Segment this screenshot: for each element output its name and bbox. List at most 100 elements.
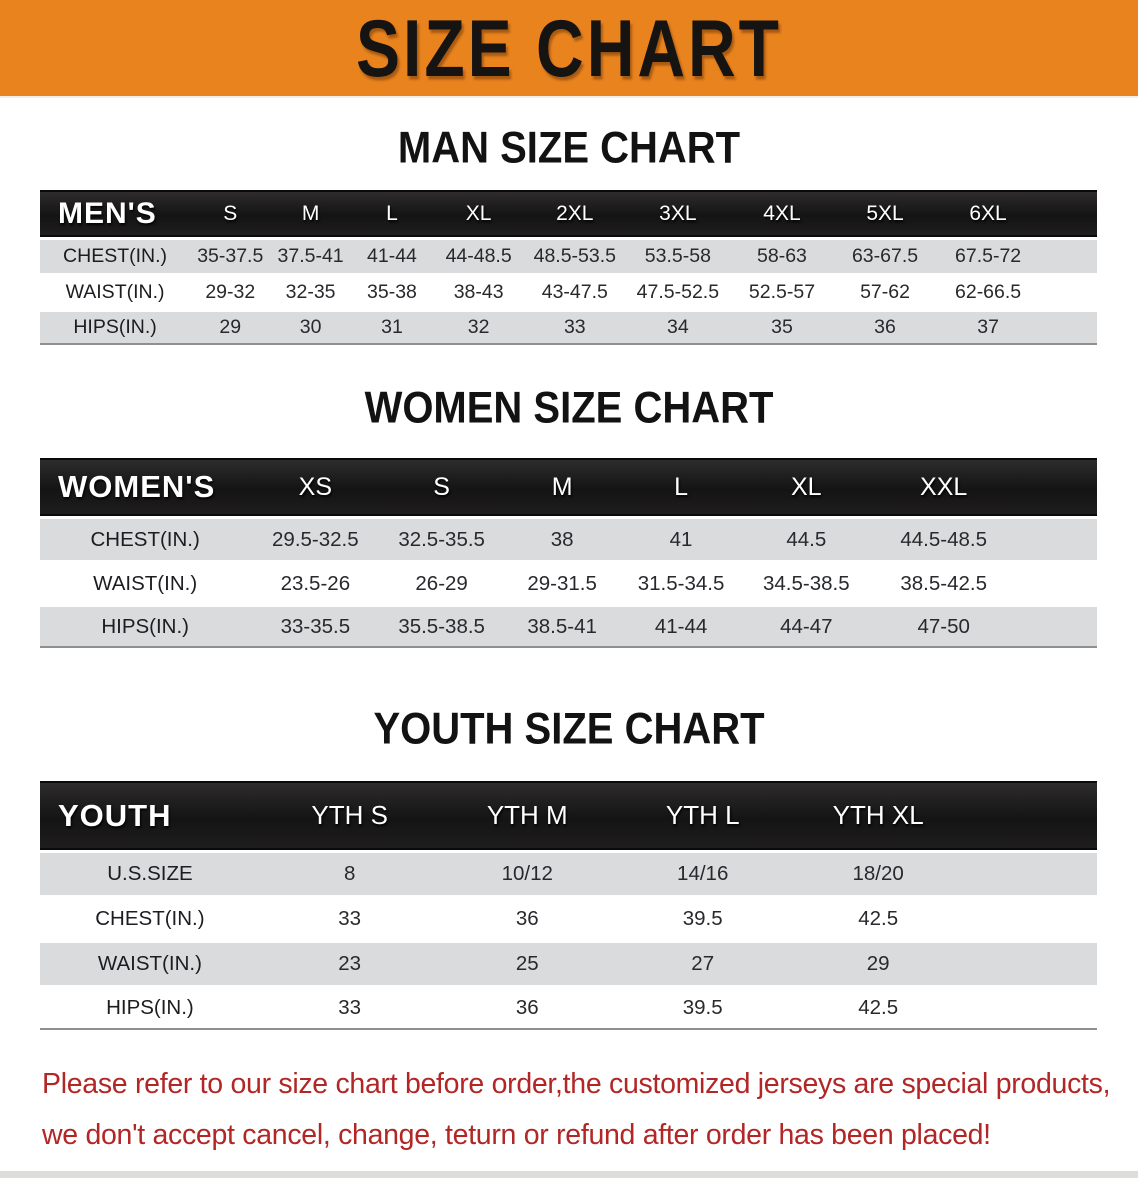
youth-measurement-row: U.S.SIZE 8 10/12 14/16 18/20: [40, 853, 1097, 895]
womens-row-label: CHEST(IN.): [40, 519, 251, 560]
size-value-cell: 35.5-38.5: [380, 607, 503, 648]
size-value-cell: 36: [439, 898, 615, 940]
youth-row-label: WAIST(IN.): [40, 943, 260, 985]
size-value-cell: 36: [833, 312, 937, 345]
youth-size-chart-section: YOUTH SIZE CHART YOUTH YTH S YTH M YTH L YTH …: [0, 704, 1138, 1033]
womens-measurement-row: HIPS(IN.) 33-35.5 35.5-38.5 38.5-41 41-44 44-…: [40, 607, 1097, 648]
womens-section-heading-text: WOMEN SIZE CHART: [364, 383, 774, 433]
womens-size-column-header: L: [621, 458, 741, 516]
size-value-cell: 44.5-48.5: [871, 519, 1016, 560]
size-value-cell: 32: [433, 312, 525, 345]
size-value-cell: 44-48.5: [433, 240, 525, 273]
size-value-cell: 44.5: [740, 519, 872, 560]
size-value-cell: 37: [936, 312, 1040, 345]
spacer-cell: [965, 943, 1097, 985]
womens-table-title: WOMEN'S: [40, 458, 251, 516]
mens-size-column-header: L: [350, 190, 434, 237]
size-value-cell: 47-50: [871, 607, 1016, 648]
mens-measurement-row: CHEST(IN.) 35-37.5 37.5-41 41-44 44-48.5 48.5…: [40, 240, 1097, 273]
size-value-cell: 18/20: [790, 853, 966, 895]
mens-size-chart-section: MAN SIZE CHART MEN'S S M L XL 2XL 3XL 4XL 5XL 6XL C…: [0, 123, 1138, 348]
size-value-cell: 27: [614, 943, 791, 985]
youth-size-column-header: YTH L: [614, 781, 791, 850]
spacer-cell: [1039, 190, 1097, 237]
womens-size-column-header: XL: [740, 458, 872, 516]
size-value-cell: 52.5-57: [730, 276, 834, 309]
womens-size-column-header: XXL: [871, 458, 1016, 516]
size-value-cell: 29-32: [190, 276, 271, 309]
size-value-cell: 67.5-72: [936, 240, 1040, 273]
youth-row-label: U.S.SIZE: [40, 853, 260, 895]
size-value-cell: 38-43: [433, 276, 525, 309]
size-value-cell: 33: [259, 988, 440, 1030]
mens-section-heading-text: MAN SIZE CHART: [397, 123, 741, 173]
size-value-cell: 57-62: [833, 276, 937, 309]
size-value-cell: 37.5-41: [270, 240, 351, 273]
size-value-cell: 25: [439, 943, 615, 985]
size-value-cell: 30: [270, 312, 351, 345]
banner-title: SIZE CHART: [356, 2, 782, 94]
size-value-cell: 34: [625, 312, 731, 345]
womens-header-row: WOMEN'S XS S M L XL XXL: [40, 458, 1097, 516]
size-value-cell: 35: [730, 312, 834, 345]
spacer-cell: [1015, 519, 1097, 560]
womens-row-label: WAIST(IN.): [40, 563, 251, 604]
mens-header-row: MEN'S S M L XL 2XL 3XL 4XL 5XL 6XL: [40, 190, 1097, 237]
youth-measurement-row: CHEST(IN.) 33 36 39.5 42.5: [40, 898, 1097, 940]
spacer-cell: [1015, 563, 1097, 604]
size-value-cell: 31.5-34.5: [621, 563, 741, 604]
mens-size-column-header: S: [190, 190, 271, 237]
size-value-cell: 63-67.5: [833, 240, 937, 273]
mens-size-table: MEN'S S M L XL 2XL 3XL 4XL 5XL 6XL CHEST(IN.) 35-37…: [40, 187, 1097, 348]
size-value-cell: 36: [439, 988, 615, 1030]
bottom-edge-divider: [0, 1171, 1138, 1178]
spacer-cell: [1039, 276, 1097, 309]
size-value-cell: 41-44: [621, 607, 741, 648]
womens-size-chart-section: WOMEN SIZE CHART WOMEN'S XS S M L XL XXL CHEST(I…: [0, 383, 1138, 651]
size-value-cell: 35-38: [350, 276, 434, 309]
size-value-cell: 26-29: [380, 563, 503, 604]
mens-size-column-header: 2XL: [524, 190, 626, 237]
size-value-cell: 41-44: [350, 240, 434, 273]
size-value-cell: 42.5: [790, 988, 966, 1030]
youth-measurement-row: WAIST(IN.) 23 25 27 29: [40, 943, 1097, 985]
youth-header-row: YOUTH YTH S YTH M YTH L YTH XL: [40, 781, 1097, 850]
size-value-cell: 62-66.5: [936, 276, 1040, 309]
size-value-cell: 8: [259, 853, 440, 895]
mens-size-column-header: 3XL: [625, 190, 731, 237]
youth-section-heading-text: YOUTH SIZE CHART: [373, 704, 765, 754]
size-value-cell: 33: [259, 898, 440, 940]
spacer-cell: [965, 988, 1097, 1030]
size-value-cell: 29: [190, 312, 271, 345]
mens-size-column-header: M: [270, 190, 351, 237]
size-value-cell: 34.5-38.5: [740, 563, 872, 604]
size-value-cell: 44-47: [740, 607, 872, 648]
size-value-cell: 42.5: [790, 898, 966, 940]
size-value-cell: 31: [350, 312, 434, 345]
mens-row-label: WAIST(IN.): [40, 276, 191, 309]
size-value-cell: 33: [524, 312, 626, 345]
size-value-cell: 14/16: [614, 853, 791, 895]
youth-measurement-row: HIPS(IN.) 33 36 39.5 42.5: [40, 988, 1097, 1030]
notice-line-2: we don't accept cancel, change, teturn o…: [42, 1119, 991, 1151]
size-value-cell: 39.5: [614, 988, 791, 1030]
banner: SIZE CHART: [0, 0, 1138, 98]
womens-size-column-header: XS: [250, 458, 381, 516]
size-value-cell: 47.5-52.5: [625, 276, 731, 309]
size-value-cell: 29-31.5: [502, 563, 622, 604]
mens-row-label: CHEST(IN.): [40, 240, 191, 273]
size-value-cell: 23.5-26: [250, 563, 381, 604]
size-value-cell: 32-35: [270, 276, 351, 309]
youth-size-table: YOUTH YTH S YTH M YTH L YTH XL U.S.SIZE 8 10/12…: [40, 778, 1097, 1033]
spacer-cell: [965, 898, 1097, 940]
womens-size-table: WOMEN'S XS S M L XL XXL CHEST(IN.) 29.5-32.5 32.5…: [40, 455, 1097, 651]
womens-size-column-header: M: [502, 458, 622, 516]
size-value-cell: 35-37.5: [190, 240, 271, 273]
mens-measurement-row: WAIST(IN.) 29-32 32-35 35-38 38-43 43-47.5 47.…: [40, 276, 1097, 309]
size-value-cell: 41: [621, 519, 741, 560]
spacer-cell: [1039, 240, 1097, 273]
spacer-cell: [1015, 607, 1097, 648]
size-value-cell: 10/12: [439, 853, 615, 895]
notice-line-1: Please refer to our size chart before or…: [42, 1068, 1111, 1100]
size-value-cell: 39.5: [614, 898, 791, 940]
